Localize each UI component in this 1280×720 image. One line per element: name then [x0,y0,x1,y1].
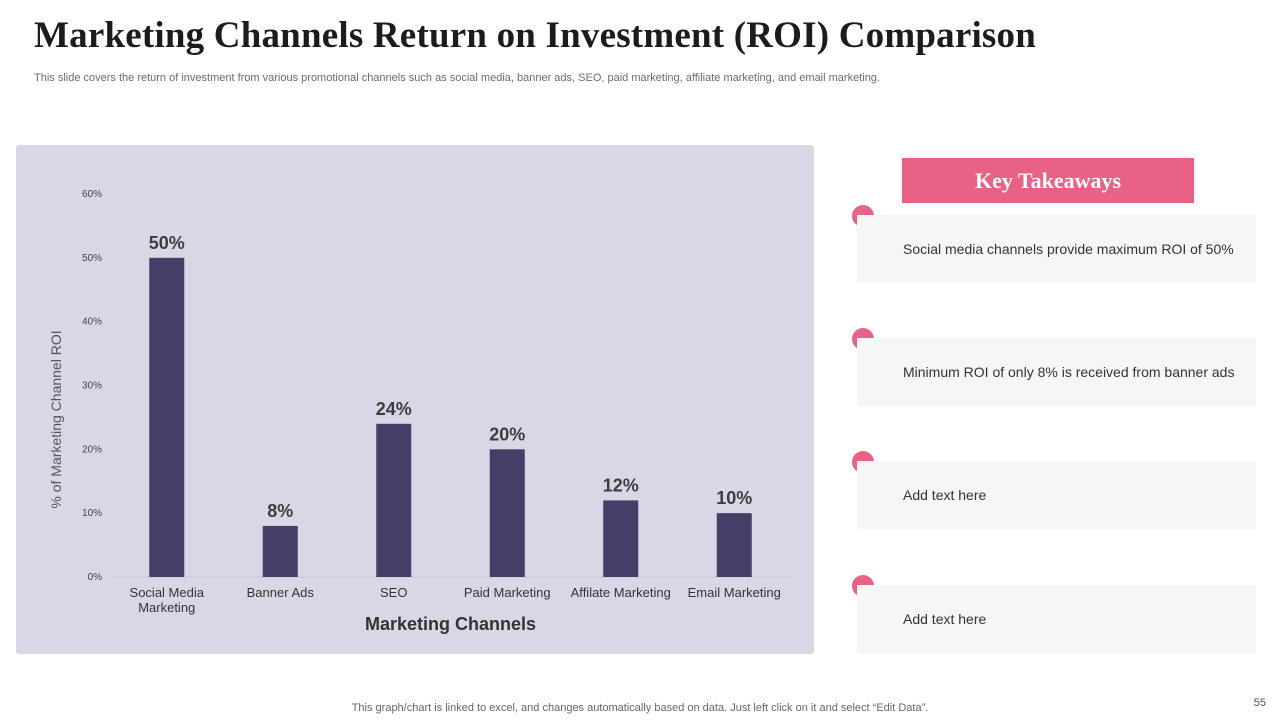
takeaway-item: Minimum ROI of only 8% is received from … [857,338,1256,406]
takeaway-item: Social media channels provide maximum RO… [857,215,1256,283]
x-tick-label: Banner Ads [247,585,315,600]
y-tick-label: 40% [82,317,102,328]
slide-title: Marketing Channels Return on Investment … [34,15,1036,56]
y-axis-title: % of Marketing Channel ROI [48,330,64,508]
bar [603,500,639,577]
bar-data-label: 50% [149,233,185,253]
x-tick-label: Email Marketing [688,585,781,600]
bar-data-label: 12% [603,475,639,495]
takeaway-item: Add text here [857,461,1256,529]
bar [262,525,298,577]
takeaway-text: Add text here [903,611,987,627]
bar-data-label: 20% [489,424,525,444]
bar [716,513,752,577]
key-takeaways-header: Key Takeaways [902,158,1194,203]
y-tick-label: 30% [82,381,102,392]
takeaway-item: Add text here [857,585,1256,653]
bar-data-label: 10% [716,488,752,508]
takeaway-text: Minimum ROI of only 8% is received from … [903,364,1235,380]
x-tick-label: Affilate Marketing [571,585,671,600]
bar [489,449,525,577]
y-tick-label: 10% [82,508,102,519]
page-number: 55 [1253,697,1266,709]
y-tick-label: 50% [82,253,102,264]
chart-canvas: 0% 10% 20% 30% 40% 50% 60% 50% Social Media Marke… [48,189,791,634]
y-tick-label: 0% [88,572,103,583]
bar [376,423,412,577]
slide-subtitle: This slide covers the return of investme… [34,72,880,84]
bar-data-label: 24% [376,399,412,419]
y-tick-label: 20% [82,444,102,455]
y-tick-label: 60% [82,189,102,200]
x-tick-label: Social Media Marketing [130,585,205,615]
takeaway-text: Social media channels provide maximum RO… [903,241,1234,257]
bar-data-label: 8% [267,501,293,521]
bar [149,257,185,577]
footer-note: This graph/chart is linked to excel, and… [351,702,929,714]
x-tick-label: SEO [380,585,407,600]
x-axis-title: Marketing Channels [365,614,536,634]
takeaway-text: Add text here [903,487,987,503]
x-tick-label: Paid Marketing [464,585,551,600]
roi-bar-chart[interactable]: 0% 10% 20% 30% 40% 50% 60% 50% Social Media Marke… [16,145,814,654]
